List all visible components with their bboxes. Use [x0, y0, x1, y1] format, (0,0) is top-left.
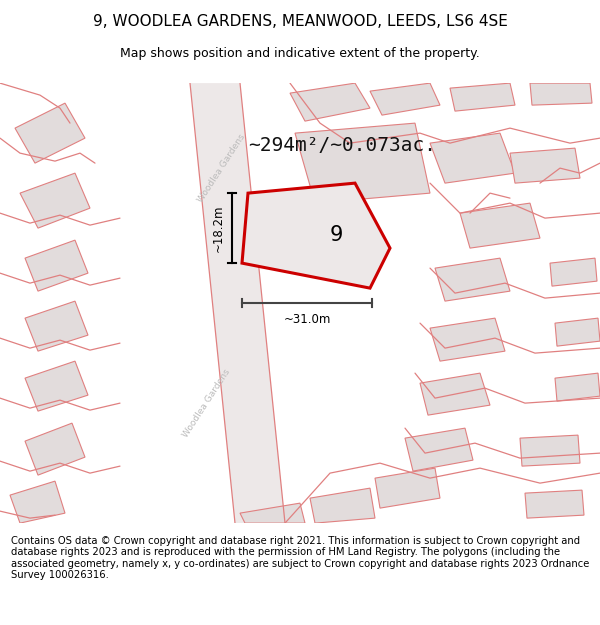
Polygon shape [25, 240, 88, 291]
Polygon shape [310, 488, 375, 523]
Polygon shape [430, 133, 515, 183]
Polygon shape [405, 428, 473, 471]
Polygon shape [25, 361, 88, 411]
Text: Woodlea Gardens: Woodlea Gardens [197, 132, 247, 204]
Polygon shape [242, 183, 390, 288]
Polygon shape [20, 173, 90, 228]
Polygon shape [510, 148, 580, 183]
Text: ~18.2m: ~18.2m [212, 204, 225, 252]
Text: 9, WOODLEA GARDENS, MEANWOOD, LEEDS, LS6 4SE: 9, WOODLEA GARDENS, MEANWOOD, LEEDS, LS6… [92, 14, 508, 29]
Polygon shape [525, 490, 584, 518]
Polygon shape [520, 435, 580, 466]
Polygon shape [25, 301, 88, 351]
Polygon shape [375, 468, 440, 508]
Polygon shape [430, 318, 505, 361]
Polygon shape [290, 83, 370, 121]
Text: Woodlea Gardens: Woodlea Gardens [182, 368, 232, 439]
Polygon shape [460, 203, 540, 248]
Polygon shape [555, 318, 600, 346]
Text: Contains OS data © Crown copyright and database right 2021. This information is : Contains OS data © Crown copyright and d… [11, 536, 589, 581]
Polygon shape [240, 503, 305, 523]
Polygon shape [435, 258, 510, 301]
Polygon shape [555, 373, 600, 401]
Polygon shape [420, 373, 490, 415]
Text: ~294m²/~0.073ac.: ~294m²/~0.073ac. [248, 136, 436, 154]
Polygon shape [530, 83, 592, 105]
Polygon shape [10, 481, 65, 523]
Polygon shape [450, 83, 515, 111]
Polygon shape [550, 258, 597, 286]
Text: ~31.0m: ~31.0m [283, 313, 331, 326]
Text: 9: 9 [329, 225, 343, 245]
Polygon shape [25, 423, 85, 475]
Polygon shape [15, 103, 85, 163]
Polygon shape [295, 123, 430, 203]
Text: Map shows position and indicative extent of the property.: Map shows position and indicative extent… [120, 48, 480, 61]
Polygon shape [370, 83, 440, 115]
Polygon shape [190, 83, 285, 523]
